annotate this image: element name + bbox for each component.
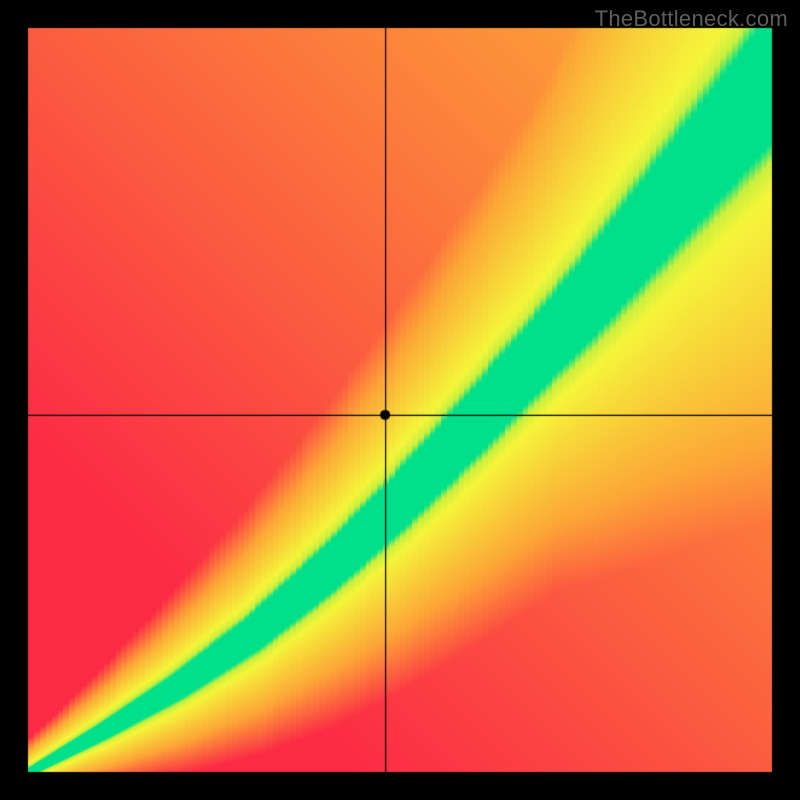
bottleneck-heatmap bbox=[0, 0, 800, 800]
watermark-label: TheBottleneck.com bbox=[595, 6, 788, 32]
chart-container: TheBottleneck.com bbox=[0, 0, 800, 800]
